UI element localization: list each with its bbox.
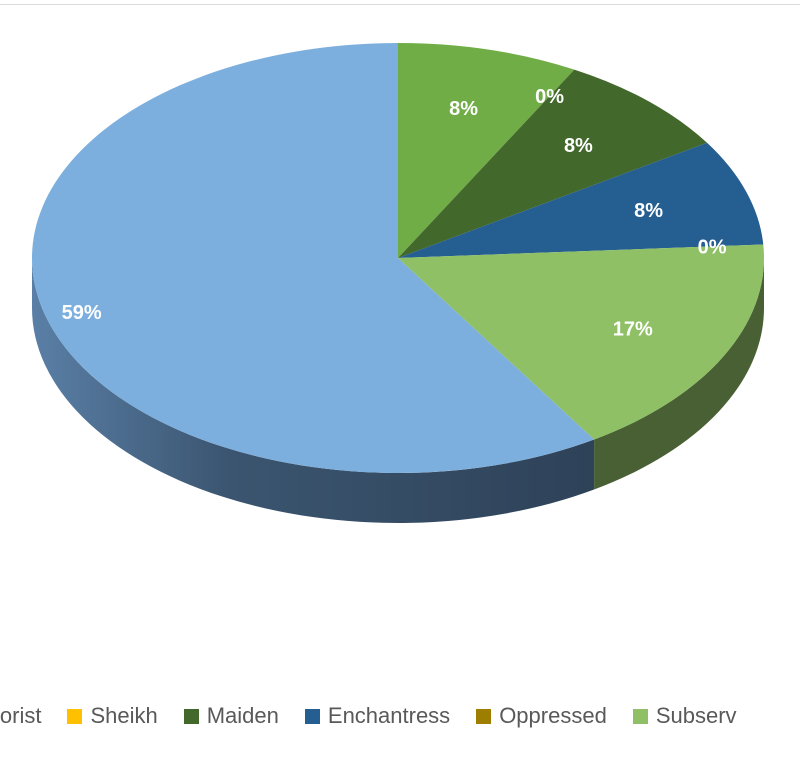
pie-slice-5: [398, 244, 764, 440]
legend-item-1: Sheikh: [67, 703, 158, 729]
legend-label: Maiden: [206, 703, 279, 728]
data-label-4: 0%: [698, 236, 727, 258]
data-label-2: 8%: [564, 135, 593, 157]
pie-side-6: [31, 258, 595, 523]
chart-area: [0, 4, 800, 766]
data-label-0: 8%: [449, 98, 478, 120]
legend-label: Enchantress: [327, 703, 451, 728]
data-label-3: 8%: [634, 200, 663, 222]
legend-label: Sheikh: [90, 703, 158, 728]
legend-label: errorist: [0, 703, 42, 728]
legend-label: Subserv: [655, 703, 737, 728]
legend-swatch: [632, 708, 648, 724]
legend-item-2: Maiden: [183, 703, 279, 729]
legend-item-4: Oppressed: [476, 703, 607, 729]
legend-label: Oppressed: [499, 703, 607, 728]
pie-slice-6: [31, 43, 595, 473]
legend-swatch: [476, 708, 492, 724]
data-label-6: 59%: [62, 302, 102, 324]
pie-slice-0: [398, 43, 575, 258]
pie-slice-2: [398, 69, 708, 259]
data-label-5: 17%: [613, 318, 653, 340]
legend-item-5: Subserv: [632, 703, 737, 729]
data-label-1: 0%: [535, 86, 564, 108]
legend-item-0: errorist: [0, 703, 41, 729]
legend-swatch: [67, 708, 83, 724]
pie-side-5: [594, 258, 764, 490]
legend-item-3: Enchantress: [304, 703, 451, 729]
legend-swatch: [304, 708, 320, 724]
legend-swatch: [183, 708, 199, 724]
pie-slice-3: [398, 142, 764, 258]
chart-legend: errorist Sheikh Maiden Enchantress Oppressed…: [0, 700, 800, 732]
